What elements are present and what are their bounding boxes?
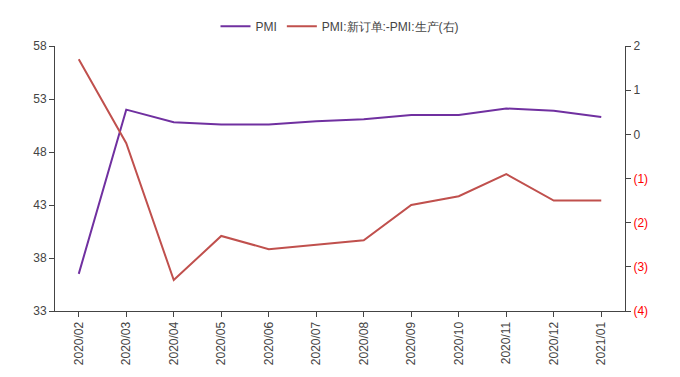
svg-text:33: 33 [33,304,47,318]
svg-text:2020/07: 2020/07 [309,321,323,365]
svg-text:1: 1 [633,83,640,97]
svg-text:(1): (1) [633,172,648,186]
svg-text:2020/02: 2020/02 [72,321,86,365]
svg-text:(4): (4) [633,304,648,318]
svg-text:2020/03: 2020/03 [119,321,133,365]
svg-text:2020/05: 2020/05 [214,321,228,365]
svg-text:2: 2 [633,39,640,53]
svg-text:PMI:新订单:-PMI:生产(右): PMI:新订单:-PMI:生产(右) [322,20,459,34]
svg-text:2020/12: 2020/12 [547,321,561,365]
svg-text:2021/01: 2021/01 [594,321,608,365]
svg-text:2020/10: 2020/10 [452,321,466,365]
svg-text:(2): (2) [633,216,648,230]
svg-text:38: 38 [33,251,47,265]
svg-text:2020/04: 2020/04 [167,321,181,365]
svg-text:(3): (3) [633,260,648,274]
svg-text:2020/11: 2020/11 [499,321,513,364]
svg-text:0: 0 [633,128,640,142]
svg-text:48: 48 [33,145,47,159]
svg-text:53: 53 [33,92,47,106]
svg-text:2020/08: 2020/08 [357,321,371,365]
svg-text:PMI: PMI [256,20,277,34]
svg-text:2020/09: 2020/09 [404,321,418,365]
svg-text:2020/06: 2020/06 [262,321,276,365]
svg-text:43: 43 [33,198,47,212]
svg-text:58: 58 [33,39,47,53]
